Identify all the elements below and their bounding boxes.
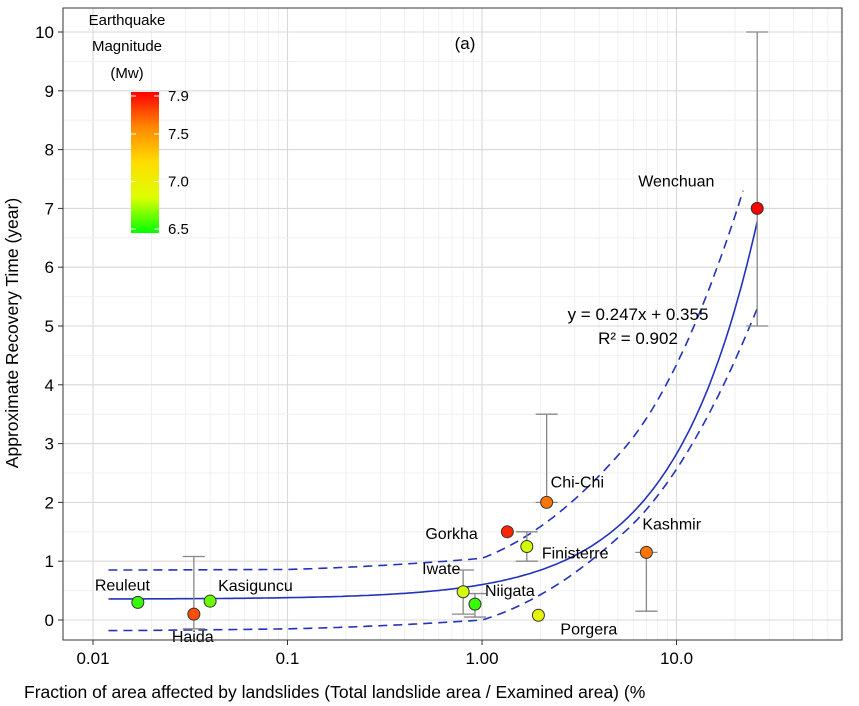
data-point [468,597,482,611]
y-tick-label: 0 [45,611,54,630]
fit-band-upper [108,190,744,571]
legend-tick-label: 6.5 [168,221,189,238]
point-label: Porgera [560,621,617,638]
data-point [531,608,545,622]
point-label: Gorkha [425,526,478,543]
x-axis-ticks: 0.01 0.1 1.00 10.0 [76,640,693,668]
data-point [456,585,470,599]
data-points [131,201,764,622]
grid [63,8,842,640]
y-tick-label: 6 [45,258,54,277]
data-point [187,607,201,621]
plot-border [62,7,843,641]
y-axis-ticks: 0 1 2 3 4 5 6 7 8 9 10 [35,23,63,630]
y-tick-label: 1 [45,552,54,571]
point-label: Iwate [422,561,460,578]
data-point [131,595,145,609]
fit-equation: y = 0.247x + 0.355 [568,305,709,324]
data-point [500,525,514,539]
point-label: Niigata [485,583,535,600]
legend-colorbar [131,92,159,233]
point-label: Wenchuan [638,173,714,190]
point-label: Chi-Chi [551,474,604,491]
x-tick-label: 0.1 [276,649,300,668]
data-point [520,540,534,553]
x-tick-label: 1.00 [465,649,498,668]
legend-title-line-3: (Mw) [110,65,143,82]
y-tick-label: 8 [45,141,54,160]
legend-title-line-1: Earthquake [89,12,166,29]
point-label: Reuleut [95,577,151,594]
panel-label: (a) [455,34,476,53]
point-label: Finisterre [542,546,609,563]
plot-panel [63,8,842,640]
y-tick-label: 3 [45,435,54,454]
legend-tick-label: 7.9 [168,88,189,105]
legend-tick-label: 7.0 [168,174,189,191]
x-tick-label: 10.0 [660,649,693,668]
point-labels: Reuleut Haida Kasiguncu Iwate Niigata Gorkha F… [95,173,715,646]
data-point [540,495,554,509]
data-point [203,594,217,608]
fit-lines [108,190,758,632]
y-axis-title: Approximate Recovery Time (year) [2,198,22,468]
y-tick-label: 4 [45,376,54,395]
x-tick-label: 0.01 [76,649,109,668]
y-tick-label: 10 [35,23,54,42]
fit-r-squared: R² = 0.902 [598,329,678,348]
y-tick-label: 2 [45,493,54,512]
point-label: Kasiguncu [218,578,293,595]
y-tick-label: 5 [45,317,54,336]
point-label: Kashmir [642,516,701,533]
legend-tick-label: 7.5 [168,126,189,143]
fit-band-lower [108,308,758,632]
legend-title-line-2: Magnitude [92,38,162,55]
fit-line [108,221,758,600]
y-tick-label: 7 [45,199,54,218]
point-label: Haida [172,629,214,646]
x-axis-title: Fraction of area affected by landslides … [24,682,645,702]
data-point [750,201,764,215]
legend: Earthquake Magnitude (Mw) 7.9 7.5 7.0 6.5 [89,12,189,238]
y-tick-label: 9 [45,82,54,101]
data-point [639,545,653,559]
